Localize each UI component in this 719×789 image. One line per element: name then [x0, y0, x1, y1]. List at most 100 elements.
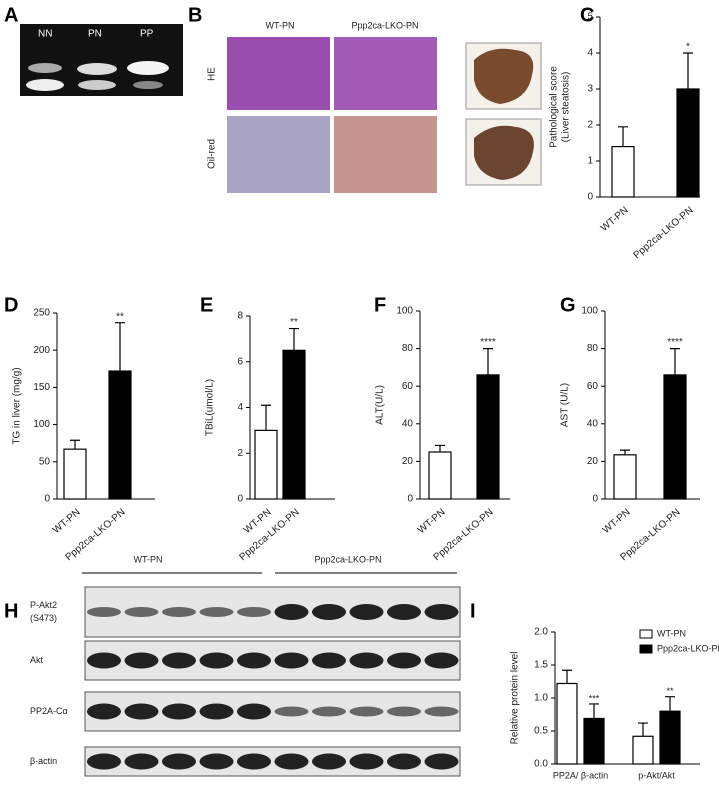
- liver: [474, 125, 534, 180]
- blot-band: [424, 753, 459, 770]
- column-label: WT-PN: [266, 20, 295, 30]
- blot-band: [199, 703, 234, 720]
- y-tick-label: 60: [402, 381, 414, 392]
- y-tick-label: 0: [592, 494, 598, 505]
- gel-band: [77, 63, 117, 75]
- he-image: [334, 37, 437, 110]
- x-tick-label: p-Akt/Akt: [638, 770, 675, 780]
- group-label: WT-PN: [134, 554, 163, 564]
- y-tick-label: 100: [33, 419, 50, 430]
- blot-band: [312, 604, 346, 620]
- y-tick-label: 0: [587, 192, 593, 203]
- blot-band: [162, 652, 196, 669]
- panel-letter: B: [188, 4, 202, 26]
- bar: [663, 374, 687, 500]
- legend-label: Ppp2ca-LKO-PN: [657, 643, 719, 653]
- blot-band: [124, 703, 159, 720]
- blot-band: [424, 706, 459, 717]
- blot-band: [87, 753, 121, 770]
- bar: [583, 717, 605, 765]
- blot-band: [162, 753, 196, 770]
- legend-swatch: [639, 644, 653, 654]
- error-bar: [70, 439, 80, 450]
- bar: [613, 454, 637, 500]
- oil-red-image: [334, 116, 437, 193]
- lane-label: NN: [38, 29, 52, 40]
- x-tick-label: Ppp2ca-LKO-PN: [631, 205, 695, 261]
- y-tick-label: 4: [237, 402, 243, 413]
- blot-band: [199, 607, 234, 617]
- significance: ****: [667, 337, 683, 348]
- panel-letter: D: [4, 294, 18, 316]
- blot-band: [124, 607, 159, 617]
- y-tick-label: 100: [396, 306, 413, 317]
- panel-letter: A: [4, 4, 18, 26]
- x-tick-label: WT-PN: [601, 507, 633, 536]
- blot-band: [162, 607, 196, 617]
- error-bar: [665, 696, 675, 712]
- error-bar: [638, 722, 648, 737]
- blot-band: [424, 652, 459, 669]
- gel-band: [127, 61, 169, 75]
- y-tick-label: 250: [33, 308, 50, 319]
- panel-letter: G: [560, 294, 576, 316]
- y-axis-label: ALT(U/L): [375, 385, 386, 425]
- bar: [676, 88, 700, 198]
- row-label: β-actin: [30, 756, 57, 766]
- column-label: Ppp2ca-LKO-PN: [351, 20, 418, 30]
- blot-band: [387, 706, 421, 717]
- y-axis-label: Relative protein level: [510, 652, 521, 745]
- blot-band: [312, 652, 346, 669]
- blot-band: [349, 753, 384, 770]
- row-label: P-Akt2: [30, 600, 57, 610]
- bar: [611, 146, 635, 198]
- y-tick-label: 200: [33, 345, 50, 356]
- bar: [556, 682, 578, 765]
- y-tick-label: 80: [402, 343, 414, 354]
- blot-band: [87, 703, 121, 720]
- y-tick-label: 1: [587, 156, 593, 167]
- error-bar: [683, 52, 693, 89]
- bar: [476, 374, 500, 500]
- significance: *: [686, 42, 690, 53]
- bar: [108, 370, 132, 500]
- significance: ***: [589, 693, 600, 703]
- bar: [659, 710, 681, 765]
- y-axis-label: (Liver steatosis): [561, 72, 572, 143]
- blot-band: [87, 652, 121, 669]
- error-bar: [618, 126, 628, 147]
- panel-letter: H: [4, 600, 18, 622]
- y-tick-label: 5: [587, 12, 593, 23]
- error-bar: [483, 348, 493, 375]
- bar: [63, 448, 87, 500]
- gel-band: [133, 81, 163, 89]
- y-axis-label: Pathological score: [549, 66, 560, 148]
- blot-band: [387, 652, 421, 669]
- y-tick-label: 20: [402, 456, 414, 467]
- blot-band: [349, 652, 384, 669]
- y-tick-label: 2: [237, 448, 243, 459]
- y-tick-label: 1.0: [534, 693, 548, 704]
- blot-band: [274, 604, 309, 620]
- y-tick-label: 150: [33, 382, 50, 393]
- bar: [282, 349, 306, 500]
- legend-label: WT-PN: [657, 628, 686, 638]
- oil-red-image: [227, 116, 330, 193]
- y-tick-label: 8: [237, 311, 243, 322]
- y-tick-label: 2.0: [534, 627, 548, 638]
- error-bar: [261, 404, 271, 431]
- row-label: (S473): [30, 613, 57, 623]
- lane-label: PP: [140, 29, 154, 40]
- bar: [254, 429, 278, 500]
- y-tick-label: 40: [402, 418, 414, 429]
- y-tick-label: 3: [587, 84, 593, 95]
- y-tick-label: 100: [581, 306, 598, 317]
- row-label: Akt: [30, 655, 44, 665]
- panel-letter: I: [470, 600, 476, 622]
- y-axis-label: TG in liver (mg/g): [12, 367, 23, 444]
- y-axis-label: AST (U/L): [560, 383, 571, 427]
- liver: [474, 48, 534, 104]
- blot-band: [199, 753, 234, 770]
- gel-band: [26, 79, 64, 91]
